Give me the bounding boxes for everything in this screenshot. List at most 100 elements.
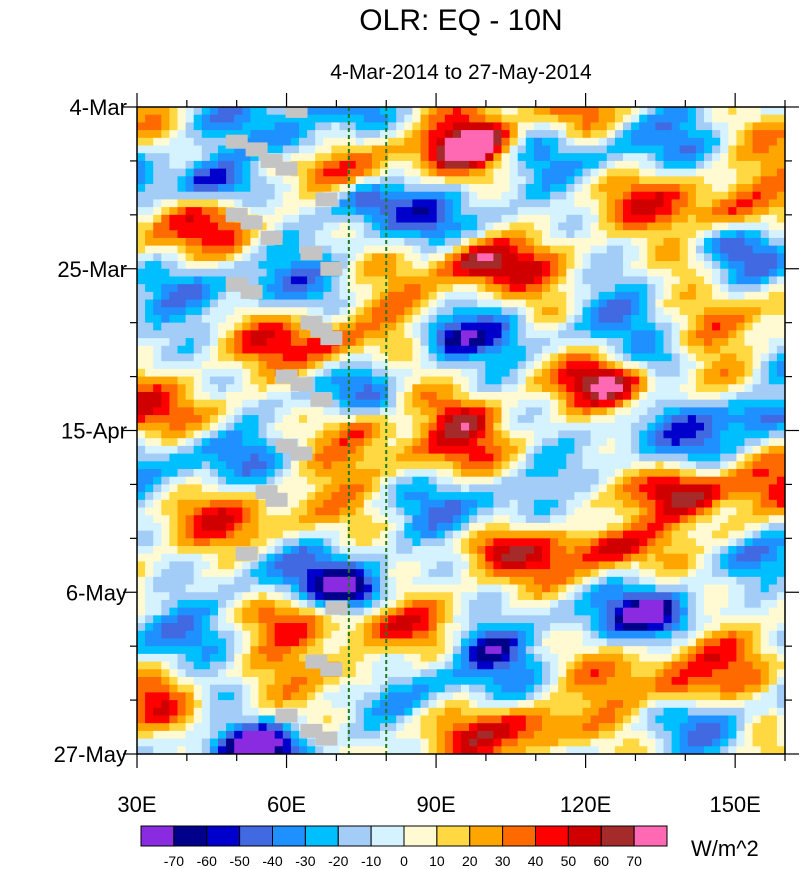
field-cell: [266, 507, 276, 516]
field-cell: [590, 160, 600, 170]
field-cell: [639, 214, 648, 224]
field-cell: [558, 245, 567, 254]
field-cell: [363, 261, 373, 270]
field-cell: [768, 538, 778, 547]
field-cell: [282, 230, 292, 239]
field-cell: [282, 268, 292, 278]
field-cell: [339, 299, 349, 308]
field-cell: [728, 415, 737, 424]
field-cell: [169, 368, 179, 378]
field-cell: [250, 345, 260, 355]
field-cell: [250, 299, 260, 308]
field-cell: [234, 338, 243, 347]
field-cell: [242, 515, 251, 524]
field-cell: [177, 338, 187, 347]
field-cell: [687, 407, 697, 416]
field-cell: [266, 584, 276, 593]
field-cell: [631, 222, 640, 231]
field-cell: [720, 122, 729, 131]
field-cell: [428, 399, 438, 408]
field-cell: [679, 515, 689, 524]
field-cell: [728, 114, 737, 123]
field-cell: [145, 576, 154, 586]
field-cell: [363, 284, 373, 293]
field-cell: [315, 361, 324, 370]
field-cell: [177, 569, 187, 578]
field-cell: [218, 461, 227, 470]
field-cell: [687, 314, 697, 324]
field-cell: [274, 268, 284, 278]
field-cell: [574, 176, 584, 185]
field-cell: [776, 345, 785, 355]
field-cell: [533, 453, 543, 462]
field-cell: [169, 407, 179, 416]
field-cell: [606, 384, 616, 393]
field-cell: [631, 268, 640, 278]
field-cell: [566, 338, 575, 347]
field-cell: [396, 530, 405, 539]
field-cell: [201, 214, 211, 224]
field-cell: [388, 299, 397, 308]
field-cell: [720, 338, 729, 347]
field-cell: [695, 261, 705, 270]
field-cell: [485, 576, 494, 586]
field-cell: [201, 415, 211, 424]
field-cell: [704, 168, 713, 177]
field-cell: [234, 430, 243, 439]
field-cell: [234, 515, 243, 524]
field-cell: [712, 522, 721, 532]
field-cell: [380, 145, 389, 154]
field-cell: [639, 230, 648, 239]
field-cell: [218, 546, 227, 555]
field-cell: [760, 461, 770, 470]
field-cell: [388, 407, 397, 416]
field-cell: [331, 130, 341, 139]
field-cell: [153, 522, 162, 532]
field-cell: [550, 153, 559, 162]
field-cell: [404, 522, 413, 532]
field-cell: [679, 445, 689, 455]
field-cell: [598, 122, 608, 131]
field-cell: [736, 253, 746, 262]
field-cell: [590, 384, 600, 393]
field-cell: [704, 299, 713, 308]
field-cell: [542, 484, 551, 493]
field-cell: [323, 368, 332, 378]
field-cell: [226, 199, 235, 208]
field-cell: [193, 445, 203, 455]
field-cell: [736, 214, 746, 224]
field-cell: [744, 276, 754, 285]
field-cell: [363, 522, 373, 532]
field-cell: [137, 361, 146, 370]
field-cell: [169, 422, 179, 432]
field-cell: [404, 107, 413, 116]
field-cell: [687, 538, 697, 547]
field-cell: [598, 199, 608, 208]
field-cell: [177, 222, 187, 231]
field-cell: [299, 168, 308, 177]
field-cell: [469, 160, 478, 170]
field-cell: [371, 445, 381, 455]
field-cell: [209, 214, 219, 224]
field-cell: [452, 515, 462, 524]
field-cell: [631, 445, 640, 455]
field-cell: [436, 538, 446, 547]
field-cell: [380, 176, 389, 185]
field-cell: [347, 391, 357, 401]
field-cell: [436, 499, 446, 509]
field-cell: [193, 453, 203, 462]
field-cell: [371, 160, 381, 170]
field-cell: [161, 245, 170, 254]
field-cell: [404, 276, 413, 285]
field-cell: [712, 338, 721, 347]
field-cell: [501, 176, 511, 185]
field-cell: [274, 214, 284, 224]
field-cell: [776, 492, 785, 501]
field-cell: [153, 284, 162, 293]
field-cell: [631, 261, 640, 270]
field-cell: [371, 322, 381, 331]
field-cell: [566, 222, 575, 231]
field-cell: [623, 184, 632, 193]
field-cell: [323, 137, 332, 147]
field-cell: [258, 515, 268, 524]
